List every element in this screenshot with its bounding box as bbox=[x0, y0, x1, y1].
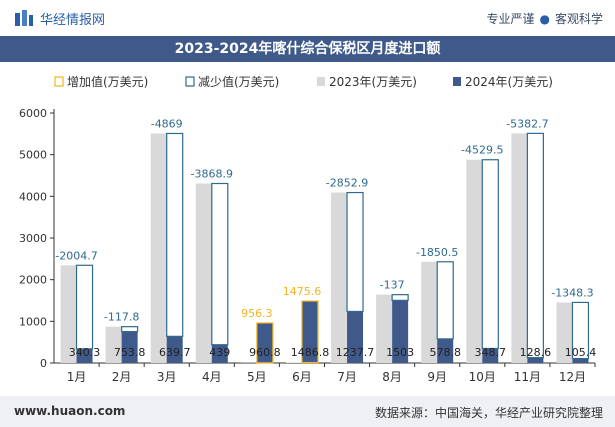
bar-2024 bbox=[166, 336, 183, 363]
value-label-2024: 639.7 bbox=[159, 346, 191, 359]
bar-2024 bbox=[347, 311, 364, 363]
brand-name: 华经情报网 bbox=[40, 13, 106, 28]
increase-box bbox=[256, 322, 274, 364]
bar-2023 bbox=[556, 302, 573, 363]
bar-2024 bbox=[301, 301, 318, 363]
increase-box bbox=[301, 300, 319, 364]
decrease-box bbox=[526, 132, 544, 359]
bar-2024 bbox=[211, 344, 228, 363]
tagline-left: 专业严谨 bbox=[486, 12, 535, 26]
y-tick-label: 5000 bbox=[19, 149, 47, 162]
legend-2023-label: 2023年(万美元) bbox=[329, 75, 417, 89]
x-tick-label: 1月 bbox=[67, 370, 87, 384]
bar-2023 bbox=[466, 159, 483, 363]
bar-2023 bbox=[376, 294, 393, 363]
tagline-right: 客观科学 bbox=[554, 12, 603, 26]
legend-decrease-swatch bbox=[185, 76, 195, 87]
legend-decrease-label: 减少值(万美元) bbox=[198, 74, 279, 89]
legend-2023-swatch bbox=[317, 77, 325, 86]
chart-title: 2023-2024年喀什综合保税区月度进口额 bbox=[174, 41, 441, 57]
bar-2024 bbox=[392, 300, 409, 363]
bar-2023 bbox=[105, 326, 122, 363]
value-label-2024: 753.8 bbox=[114, 346, 146, 359]
decrease-box bbox=[211, 182, 229, 346]
bar-2024 bbox=[256, 322, 273, 363]
change-label: -3868.9 bbox=[191, 168, 233, 181]
x-tick-label: 2月 bbox=[112, 370, 132, 384]
decrease-box bbox=[346, 191, 364, 313]
tagline: 专业严谨 ● 客观科学 bbox=[486, 10, 603, 27]
site-url: www.huaon.com bbox=[14, 404, 126, 418]
value-label-2024: 105.4 bbox=[565, 346, 597, 359]
change-label: -1850.5 bbox=[416, 246, 458, 259]
y-tick-label: 4000 bbox=[19, 190, 47, 203]
bar-chart: 增加值(万美元) 减少值(万美元) 2023年(万美元) 2024年(万美元) 0 100… bbox=[19, 74, 597, 384]
bar-2023 bbox=[60, 265, 77, 363]
header-bar: 华经情报网 专业严谨 ● 客观科学 bbox=[0, 0, 615, 36]
legend-increase-swatch bbox=[54, 76, 64, 87]
decrease-box bbox=[571, 301, 590, 360]
change-label: -117.8 bbox=[104, 311, 139, 324]
bar-2024 bbox=[121, 331, 138, 363]
value-label-2024: 578.8 bbox=[429, 346, 461, 359]
change-label: -4529.5 bbox=[461, 144, 503, 157]
value-label-2024: 348.7 bbox=[475, 346, 507, 359]
decrease-box bbox=[481, 159, 499, 350]
x-tick-label: 8月 bbox=[382, 370, 402, 384]
data-source: 数据来源：中国海关，华经产业研究院整理 bbox=[374, 406, 603, 420]
x-tick-label: 12月 bbox=[559, 370, 586, 384]
value-label-2024: 1486.8 bbox=[291, 346, 330, 359]
bar-2023 bbox=[331, 192, 348, 363]
value-label-2024: 960.8 bbox=[249, 346, 281, 359]
value-label-2024: 340.3 bbox=[69, 346, 101, 359]
x-tick-label: 5月 bbox=[247, 370, 267, 384]
x-tick-label: 7月 bbox=[337, 370, 357, 384]
y-tick-label: 1000 bbox=[19, 315, 47, 328]
value-label-2024: 1503 bbox=[386, 346, 414, 359]
x-tick-label: 11月 bbox=[514, 370, 541, 384]
change-label: -5382.7 bbox=[506, 117, 548, 130]
x-tick-label: 10月 bbox=[469, 370, 496, 384]
change-label: 956.3 bbox=[241, 307, 273, 320]
value-label-2024: 128.6 bbox=[520, 346, 552, 359]
title-bar bbox=[0, 36, 615, 62]
legend-2024-label: 2024年(万美元) bbox=[465, 75, 553, 89]
x-tick-label: 3月 bbox=[157, 370, 177, 384]
bar-2023 bbox=[150, 133, 167, 363]
legend-2024-swatch bbox=[453, 77, 461, 86]
bar-2024 bbox=[437, 338, 454, 363]
tagline-dot-icon: ● bbox=[539, 12, 550, 26]
legend-increase-label: 增加值(万美元) bbox=[67, 74, 148, 89]
change-label: -137 bbox=[380, 279, 405, 292]
change-label: -2852.9 bbox=[326, 177, 368, 190]
change-label: 1475.6 bbox=[283, 285, 322, 298]
y-tick-label: 2000 bbox=[19, 274, 47, 287]
x-tick-label: 6月 bbox=[292, 370, 312, 384]
change-label: -1348.3 bbox=[551, 286, 593, 299]
decrease-box bbox=[166, 132, 184, 337]
footer-bar bbox=[0, 396, 615, 427]
y-tick-label: 6000 bbox=[19, 107, 47, 120]
decrease-box bbox=[391, 294, 409, 301]
decrease-box bbox=[75, 264, 94, 350]
bar-2024 bbox=[527, 357, 544, 363]
bar-2024 bbox=[76, 348, 93, 363]
value-label-2024: 1237.7 bbox=[336, 346, 375, 359]
bar-2023 bbox=[421, 261, 438, 363]
y-tick-label: 0 bbox=[40, 357, 47, 370]
bar-2024 bbox=[482, 348, 499, 363]
bar-2023 bbox=[195, 183, 212, 363]
change-label: -4869 bbox=[151, 117, 183, 130]
decrease-box bbox=[436, 261, 454, 340]
decrease-box bbox=[121, 326, 139, 333]
bar-2023 bbox=[511, 133, 528, 363]
bar-2024 bbox=[572, 358, 589, 363]
change-label: -2004.7 bbox=[55, 249, 97, 262]
value-label-2024: 439 bbox=[209, 346, 230, 359]
x-tick-label: 4月 bbox=[202, 370, 222, 384]
y-tick-label: 3000 bbox=[19, 232, 47, 245]
x-tick-label: 9月 bbox=[427, 370, 447, 384]
huajing-logo-icon bbox=[15, 10, 33, 26]
